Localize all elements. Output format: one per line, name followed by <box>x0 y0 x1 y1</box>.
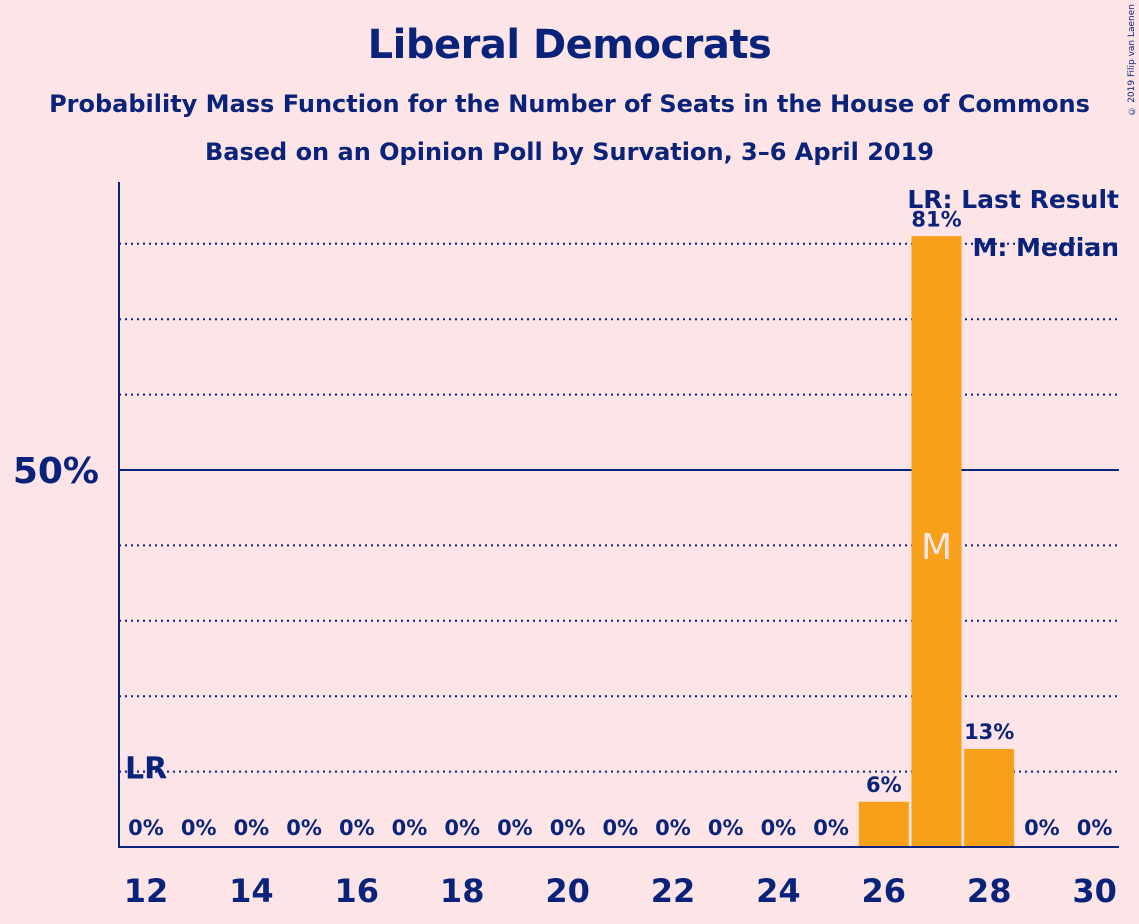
data-label: 0% <box>655 816 691 840</box>
x-tick-label: 28 <box>967 872 1012 910</box>
data-label: 0% <box>444 816 480 840</box>
data-label: 6% <box>866 773 902 797</box>
x-tick-label: 12 <box>124 872 169 910</box>
data-label: 0% <box>550 816 586 840</box>
median-marker: M <box>921 527 952 568</box>
data-label: 0% <box>128 816 164 840</box>
data-label: 0% <box>761 816 797 840</box>
data-label: 0% <box>339 816 375 840</box>
x-tick-label: 20 <box>545 872 590 910</box>
data-label: 0% <box>181 816 217 840</box>
data-label: 0% <box>234 816 270 840</box>
data-label: 0% <box>1077 816 1113 840</box>
x-tick-label: 14 <box>229 872 274 910</box>
data-label: 0% <box>497 816 533 840</box>
x-tick-label: 26 <box>862 872 907 910</box>
data-label: 0% <box>392 816 428 840</box>
last-result-marker: LR <box>125 752 167 787</box>
legend-last-result: LR: Last Result <box>907 185 1119 214</box>
data-label: 81% <box>911 207 961 231</box>
data-label: 0% <box>1024 816 1060 840</box>
data-label: 0% <box>286 816 322 840</box>
x-tick-label: 30 <box>1072 872 1117 910</box>
data-label: 0% <box>708 816 744 840</box>
chart-subtitle: Probability Mass Function for the Number… <box>49 90 1090 118</box>
median-bar <box>911 236 962 847</box>
chart-title: Liberal Democrats <box>367 22 772 68</box>
x-tick-label: 22 <box>651 872 696 910</box>
x-tick-label: 16 <box>335 872 380 910</box>
y-tick-label: 50% <box>13 451 99 492</box>
data-label: 0% <box>813 816 849 840</box>
legend-median: M: Median <box>972 233 1119 262</box>
bar <box>964 748 1015 847</box>
data-label: 0% <box>602 816 638 840</box>
chart-source: Based on an Opinion Poll by Survation, 3… <box>204 138 934 166</box>
x-tick-label: 18 <box>440 872 485 910</box>
data-label: 13% <box>964 720 1014 744</box>
x-tick-label: 24 <box>756 872 801 910</box>
bar <box>858 801 909 847</box>
